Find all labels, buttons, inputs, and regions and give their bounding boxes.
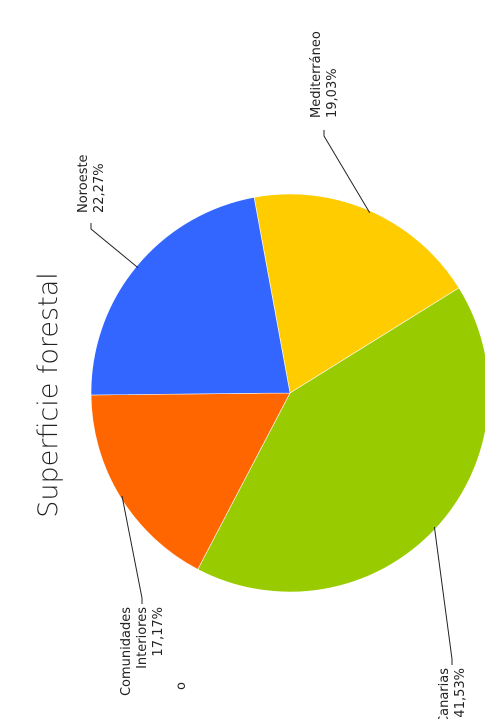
data-label-noroeste: Noroeste22,27% [76, 154, 107, 213]
leader-line-mediterr-neo [323, 130, 371, 214]
stray-text: o [174, 682, 189, 690]
leader-lines [90, 130, 453, 665]
data-label-canarias: Canarias41,53% [437, 668, 468, 719]
data-labels: Mediterráneo19,03% Canarias41,53% Comunida… [76, 31, 468, 719]
pie-slice-comunidades-interiores [90, 392, 291, 570]
leader-line-comunidades-interiores [121, 495, 143, 604]
data-label-mediterr-neo: Mediterráneo19,03% [309, 31, 340, 118]
data-label-comunidades-interiores: ComunidadesInteriores17,17% [119, 607, 166, 696]
leader-line-noroeste [90, 223, 139, 269]
leader-line-canarias [433, 526, 453, 665]
pie-slice-mediterr-neo [253, 193, 460, 394]
chart-title: Superficie forestal [33, 272, 64, 518]
pie-slice-canarias [197, 287, 485, 593]
pie-slices [90, 193, 485, 593]
